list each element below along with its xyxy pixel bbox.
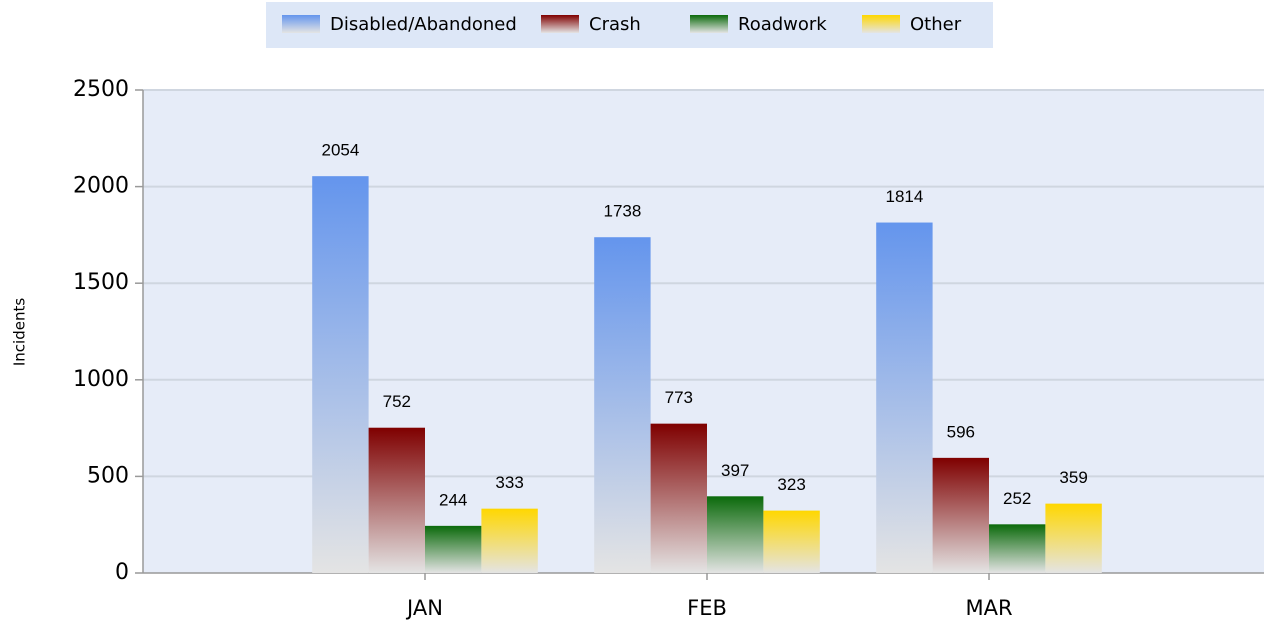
legend-label: Disabled/Abandoned <box>330 14 517 35</box>
value-label: 252 <box>1003 489 1031 508</box>
value-label: 1814 <box>885 187 923 206</box>
legend-label: Crash <box>589 14 641 35</box>
y-tick-label: 1500 <box>73 270 129 295</box>
legend-label: Roadwork <box>738 14 827 35</box>
legend-swatch <box>541 15 579 33</box>
legend-label: Other <box>910 14 962 35</box>
value-label: 596 <box>947 422 975 441</box>
bar <box>707 496 764 573</box>
bar <box>650 423 707 573</box>
bar <box>312 176 369 573</box>
value-label: 397 <box>721 461 749 480</box>
value-label: 244 <box>439 490 467 509</box>
bar <box>481 508 538 573</box>
x-tick-label: MAR <box>965 596 1012 620</box>
value-label: 752 <box>383 392 411 411</box>
bar <box>763 510 820 573</box>
y-tick-label: 2000 <box>73 174 129 199</box>
bar <box>425 525 482 573</box>
x-tick-label: FEB <box>687 596 727 620</box>
y-axis-label: Incidents <box>11 298 29 366</box>
y-tick-label: 1000 <box>73 367 129 392</box>
y-tick-label: 0 <box>115 560 129 585</box>
bar <box>932 457 989 573</box>
value-label: 333 <box>495 473 523 492</box>
legend-swatch <box>282 15 320 33</box>
legend-swatch <box>862 15 900 33</box>
value-label: 773 <box>665 388 693 407</box>
value-label: 1738 <box>603 202 641 221</box>
y-tick-label: 500 <box>87 463 129 488</box>
value-label: 359 <box>1059 468 1087 487</box>
bar <box>1045 503 1102 573</box>
value-label: 323 <box>777 475 805 494</box>
value-label: 2054 <box>321 141 359 160</box>
bar <box>368 427 425 573</box>
bar <box>594 237 651 574</box>
x-tick-label: JAN <box>405 596 443 620</box>
bar <box>989 524 1046 573</box>
y-tick-label: 2500 <box>73 77 129 102</box>
legend-swatch <box>690 15 728 33</box>
bar <box>876 222 933 573</box>
